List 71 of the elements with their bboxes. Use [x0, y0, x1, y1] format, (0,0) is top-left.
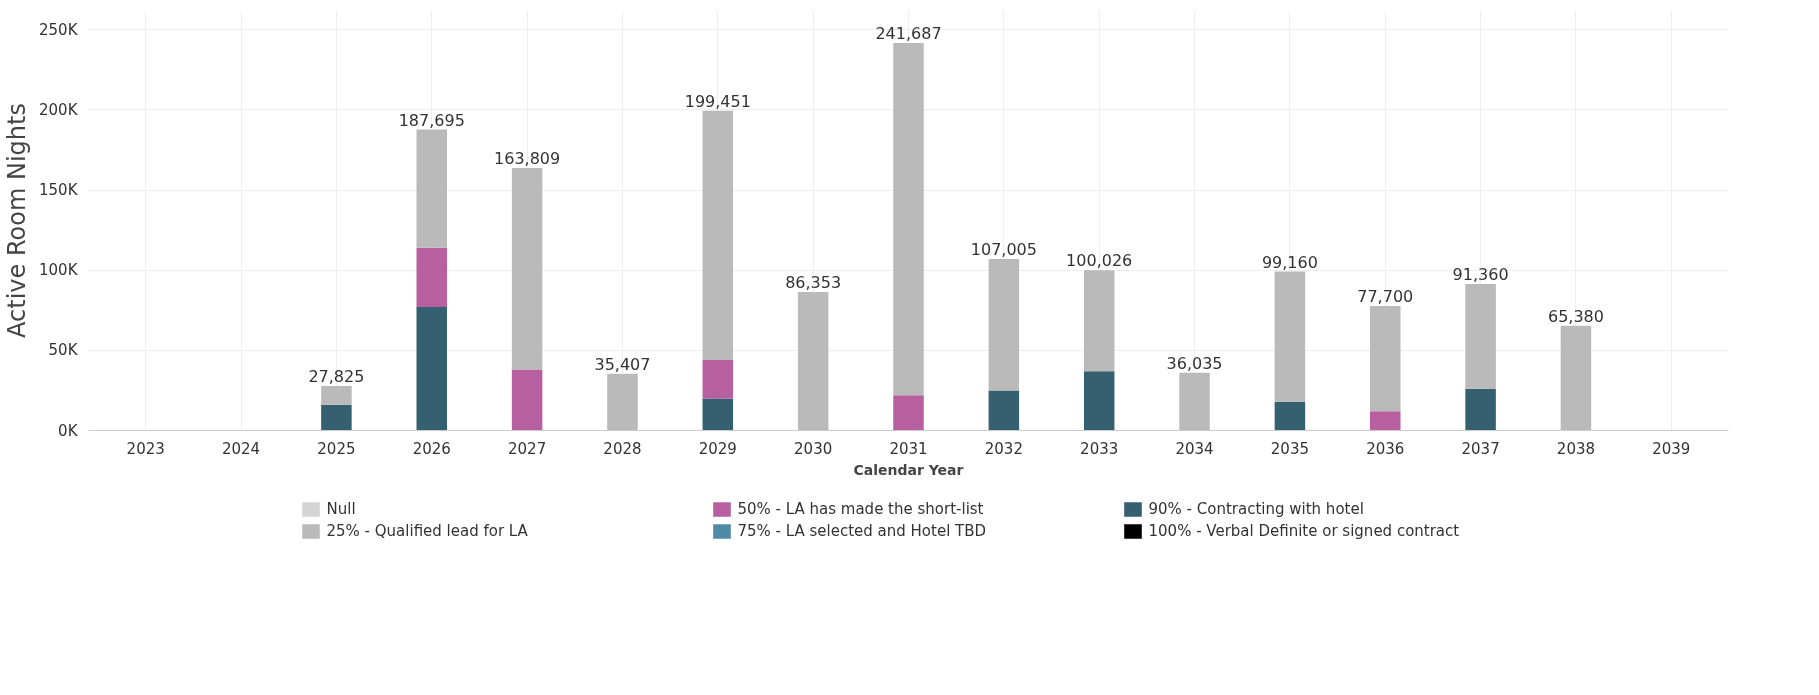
x-tick-label: 2033 — [1080, 439, 1119, 458]
bar — [416, 129, 448, 248]
total-label: 65,380 — [1547, 306, 1604, 326]
x-tick-label: 2036 — [1366, 439, 1405, 458]
y-tick-label: 50K — [48, 341, 79, 360]
bar — [416, 307, 448, 431]
bar — [511, 167, 543, 370]
bar — [893, 43, 924, 396]
bar — [416, 247, 448, 308]
total-label: 107,005 — [970, 239, 1037, 259]
total-label: 163,809 — [494, 148, 561, 168]
bar — [1369, 411, 1401, 431]
x-tick-label: 2032 — [984, 439, 1023, 458]
x-tick-label: 2031 — [889, 439, 928, 458]
x-tick-label: 2024 — [221, 439, 261, 458]
bar — [1179, 372, 1210, 431]
legend-label: 25% - Qualified lead for LA — [326, 522, 529, 540]
bar — [1465, 284, 1496, 389]
bar — [1274, 271, 1306, 402]
total-label: 99,160 — [1261, 252, 1318, 272]
legend-label: Null — [326, 500, 357, 518]
x-tick-label: 2037 — [1461, 439, 1500, 458]
legend-label: 50% - LA has made the short-list — [737, 500, 985, 518]
bar — [1369, 305, 1401, 412]
bar — [607, 373, 638, 431]
total-label: 27,825 — [308, 366, 365, 386]
y-tick-label: 150K — [39, 181, 79, 200]
x-tick-label: 2038 — [1556, 439, 1596, 458]
total-label: 77,700 — [1357, 286, 1414, 306]
x-tick-label: 2029 — [698, 439, 737, 458]
bar — [893, 395, 924, 431]
bar — [1083, 270, 1115, 372]
y-axis-title: Active Room Nights — [3, 103, 32, 338]
x-axis-title: Calendar Year — [853, 461, 964, 478]
x-tick-label: 2039 — [1652, 439, 1691, 458]
y-tick-label: 200K — [39, 100, 79, 119]
total-label: 35,407 — [594, 354, 651, 374]
total-label: 187,695 — [398, 110, 465, 130]
total-label: 36,035 — [1166, 353, 1223, 373]
bar — [702, 359, 734, 399]
total-label: 100,026 — [1066, 251, 1133, 271]
bar — [511, 369, 543, 431]
bar — [1274, 401, 1306, 431]
y-tick-label: 0K — [58, 421, 79, 440]
y-tick-label: 250K — [39, 20, 79, 39]
bar — [988, 258, 1020, 391]
bar — [1083, 371, 1115, 431]
bar — [797, 292, 829, 431]
x-tick-label: 2026 — [412, 439, 451, 458]
bar — [1465, 388, 1496, 431]
x-tick-label: 2025 — [317, 439, 356, 458]
y-tick-label: 100K — [39, 261, 79, 280]
bar — [321, 385, 352, 405]
total-label: 241,687 — [875, 24, 942, 44]
legend-label: 75% - LA selected and Hotel TBD — [737, 522, 988, 540]
x-tick-label: 2030 — [794, 439, 833, 458]
x-tick-label: 2034 — [1175, 439, 1214, 458]
x-tick-label: 2035 — [1270, 439, 1309, 458]
bar — [321, 404, 352, 431]
x-tick-label: 2028 — [603, 439, 642, 458]
total-label: 199,451 — [684, 91, 751, 111]
total-label: 91,360 — [1452, 265, 1509, 285]
x-tick-label: 2023 — [126, 439, 165, 458]
legend-label: 90% - Contracting with hotel — [1148, 500, 1365, 518]
bar — [988, 390, 1020, 431]
total-label: 86,353 — [785, 273, 842, 293]
bar — [702, 398, 734, 431]
bar — [702, 110, 734, 360]
legend-label: 100% - Verbal Definite or signed contract — [1148, 522, 1461, 540]
bar — [1560, 325, 1592, 431]
x-tick-label: 2027 — [508, 439, 547, 458]
